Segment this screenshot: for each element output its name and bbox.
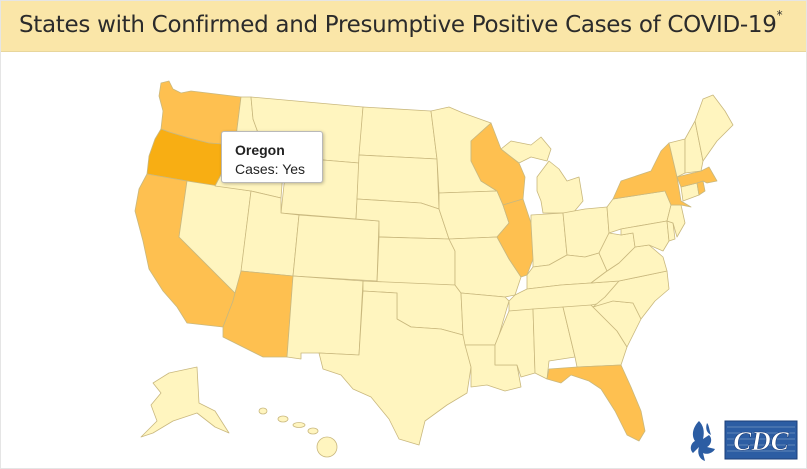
state-kansas[interactable]: [376, 236, 456, 286]
state-new-mexico[interactable]: [286, 275, 364, 360]
cdc-logo-stripes: [727, 426, 795, 452]
hawaii-island-kauai: [258, 407, 268, 415]
cdc-logo-text: CDC: [733, 426, 790, 456]
map-title-text: States with Confirmed and Presumptive Po…: [19, 12, 777, 38]
state-texas[interactable]: [318, 290, 472, 446]
title-bar: States with Confirmed and Presumptive Po…: [1, 1, 806, 52]
hhs-eagle-icon: [690, 421, 715, 461]
hawaii-island-molokai: [292, 422, 306, 428]
hawaii-island-oahu: [277, 415, 289, 423]
hawaii-island-maui: [307, 427, 319, 435]
state-colorado[interactable]: [292, 214, 380, 282]
tooltip-cases-label: Cases:: [235, 161, 279, 177]
state-michigan[interactable]: [500, 136, 584, 214]
state-maine[interactable]: [694, 94, 734, 162]
us-states-map: [134, 80, 734, 458]
state-new-hampshire[interactable]: [684, 120, 704, 174]
state-new-york[interactable]: [612, 142, 692, 208]
tooltip-state-name: Oregon: [235, 142, 285, 158]
hawaii-island-big-island: [316, 436, 338, 458]
tooltip-cases-line: Cases: Yes: [235, 160, 322, 179]
tooltip-cases-value: Yes: [282, 161, 306, 177]
state-florida[interactable]: [546, 364, 646, 442]
title-footnote-mark: *: [776, 8, 783, 23]
state-hawaii[interactable]: [258, 407, 338, 458]
cdc-logo[interactable]: CDC: [685, 417, 800, 463]
state-tooltip: Oregon Cases: Yes: [221, 131, 323, 183]
state-alaska[interactable]: [140, 366, 230, 438]
state-iowa[interactable]: [438, 190, 510, 240]
cdc-logo-box: [724, 420, 798, 460]
map-title: States with Confirmed and Presumptive Po…: [19, 8, 783, 38]
state-illinois[interactable]: [496, 198, 534, 278]
state-north-dakota[interactable]: [358, 106, 438, 160]
state-massachusetts[interactable]: [676, 166, 718, 188]
